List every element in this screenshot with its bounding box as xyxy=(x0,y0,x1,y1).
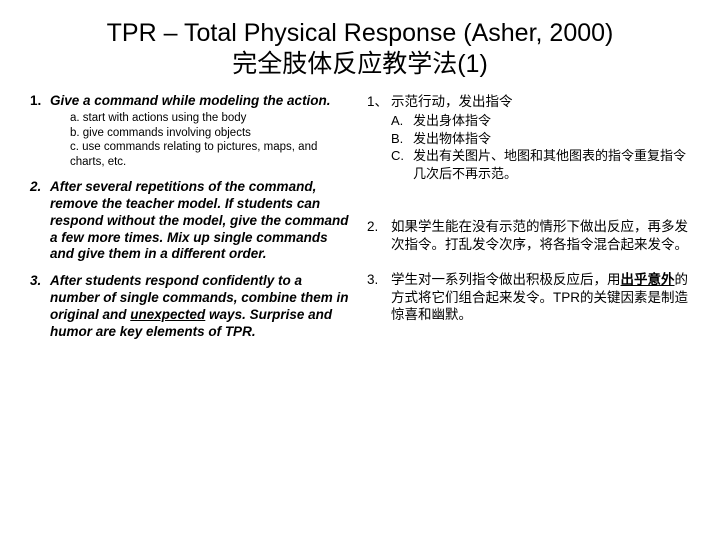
cn-sub-c-lbl: C. xyxy=(391,147,413,182)
item-1-main: Give a command while modeling the action… xyxy=(50,93,331,108)
right-column: 1、 示范行动，发出指令 A. 发出身体指令 B. 发出物体指令 C. xyxy=(367,93,690,351)
item-number: 2. xyxy=(367,218,391,253)
cn-sub-b-txt: 发出物体指令 xyxy=(413,130,491,148)
cn-item1-sublist: A. 发出身体指令 B. 发出物体指令 C. 发出有关图片、地图和其他图表的指令… xyxy=(391,112,690,182)
item-text: 学生对一系列指令做出积极反应后，用出乎意外的方式将它们组合起来发令。TPR的关键… xyxy=(391,271,690,324)
sub-b: b. give commands involving objects xyxy=(70,126,353,140)
title-line-2: 完全肢体反应教学法(1) xyxy=(232,50,488,78)
left-column: 1. Give a command while modeling the act… xyxy=(30,93,353,351)
cn-sub-c: C. 发出有关图片、地图和其他图表的指令重复指令几次后不再示范。 xyxy=(391,147,690,182)
cn3-underline: 出乎意外 xyxy=(621,272,675,287)
cn-sub-a-txt: 发出身体指令 xyxy=(413,112,491,130)
cn-sub-c-txt: 发出有关图片、地图和其他图表的指令重复指令几次后不再示范。 xyxy=(413,147,690,182)
cn-sub-b-lbl: B. xyxy=(391,130,413,148)
cn-sub-a: A. 发出身体指令 xyxy=(391,112,690,130)
left-item-2: 2. After several repetitions of the comm… xyxy=(30,179,353,263)
cn-sub-a-lbl: A. xyxy=(391,112,413,130)
cn3-a: 学生对一系列指令做出积极反应后，用 xyxy=(391,272,621,287)
sub-a: a. start with actions using the body xyxy=(70,111,353,125)
cn-item1-main: 示范行动，发出指令 xyxy=(391,94,513,109)
right-item-1: 1、 示范行动，发出指令 A. 发出身体指令 B. 发出物体指令 C. xyxy=(367,93,690,183)
item-text: Give a command while modeling the action… xyxy=(50,93,353,169)
item-text: 示范行动，发出指令 A. 发出身体指令 B. 发出物体指令 C. 发出有关图片、 xyxy=(391,93,690,183)
item-number: 1. xyxy=(30,93,50,169)
item-text: After students respond confidently to a … xyxy=(50,273,353,341)
slide-title: TPR – Total Physical Response (Asher, 20… xyxy=(30,18,690,81)
item-1-sublist: a. start with actions using the body b. … xyxy=(70,111,353,169)
right-item-2: 2. 如果学生能在没有示范的情形下做出反应，再多发次指令。打乱发令次序，将各指令… xyxy=(367,218,690,253)
item-number: 3. xyxy=(367,271,391,324)
cn-sub-b: B. 发出物体指令 xyxy=(391,130,690,148)
right-item-3: 3. 学生对一系列指令做出积极反应后，用出乎意外的方式将它们组合起来发令。TPR… xyxy=(367,271,690,324)
left-item-1: 1. Give a command while modeling the act… xyxy=(30,93,353,169)
item-text: 如果学生能在没有示范的情形下做出反应，再多发次指令。打乱发令次序，将各指令混合起… xyxy=(391,218,690,253)
item-number: 1、 xyxy=(367,93,391,183)
left-item-3: 3. After students respond confidently to… xyxy=(30,273,353,341)
slide-root: TPR – Total Physical Response (Asher, 20… xyxy=(0,0,720,361)
item-text: After several repetitions of the command… xyxy=(50,179,353,263)
sub-c: c. use commands relating to pictures, ma… xyxy=(70,140,353,169)
spacer xyxy=(367,188,690,218)
item3-underline: unexpected xyxy=(130,307,205,322)
item-number: 3. xyxy=(30,273,50,341)
title-line-1: TPR – Total Physical Response (Asher, 20… xyxy=(107,19,614,47)
content-columns: 1. Give a command while modeling the act… xyxy=(30,93,690,351)
item-number: 2. xyxy=(30,179,50,263)
